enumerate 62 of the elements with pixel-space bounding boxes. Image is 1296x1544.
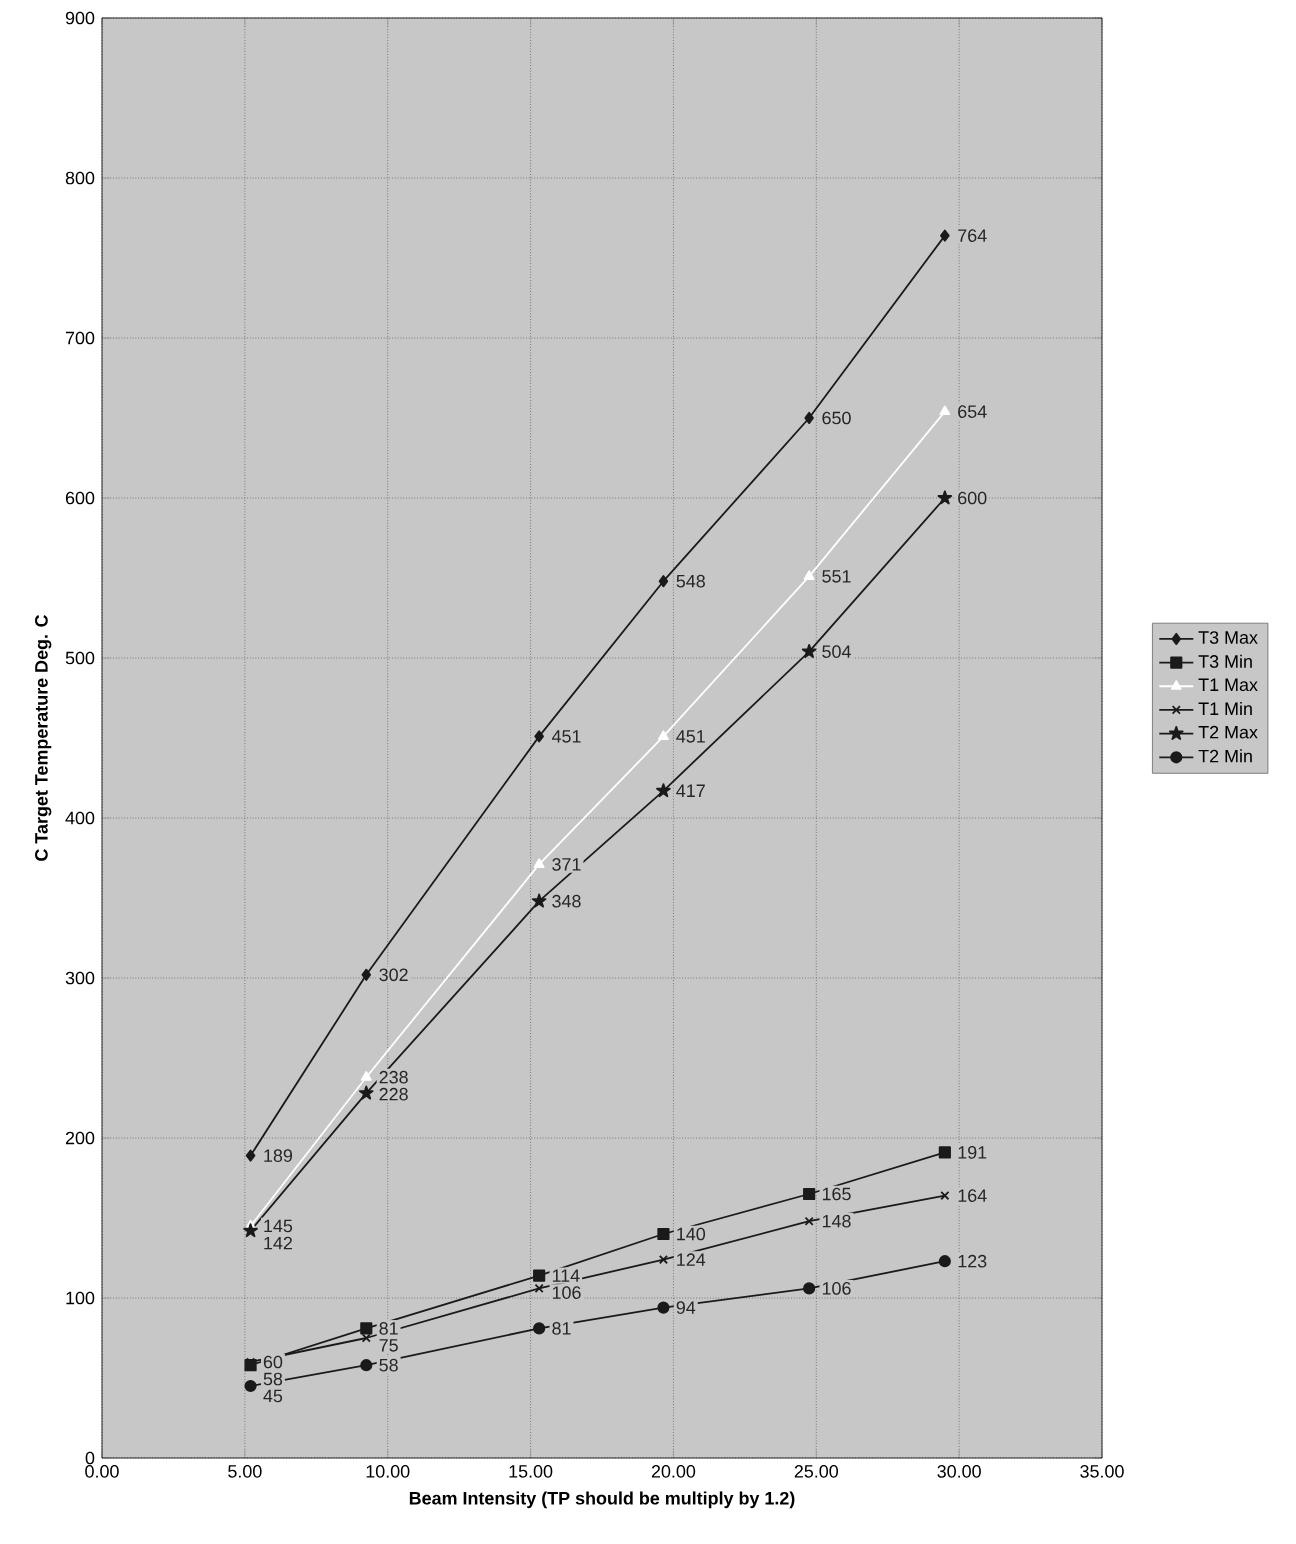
data-label: 600 bbox=[958, 491, 987, 505]
data-label: 45 bbox=[263, 1389, 283, 1403]
y-tick-label: 0 bbox=[85, 1451, 95, 1465]
data-label: 164 bbox=[958, 1189, 987, 1202]
data-label: 191 bbox=[958, 1146, 987, 1159]
data-label: 504 bbox=[822, 645, 851, 658]
data-label: 551 bbox=[822, 570, 851, 583]
x-tick-label: 35.00 bbox=[1080, 1465, 1124, 1478]
data-label: 106 bbox=[552, 1286, 581, 1299]
y-tick-label: 500 bbox=[65, 651, 95, 665]
data-label: 81 bbox=[379, 1322, 398, 1335]
data-label: 140 bbox=[677, 1227, 706, 1241]
data-label: 165 bbox=[822, 1187, 851, 1201]
data-label: 371 bbox=[552, 858, 581, 871]
data-label: 451 bbox=[676, 730, 705, 743]
data-label: 58 bbox=[263, 1372, 283, 1386]
data-label: 302 bbox=[379, 968, 408, 982]
y-tick-label: 300 bbox=[65, 971, 95, 985]
x-tick-label: 30.00 bbox=[937, 1465, 981, 1478]
legend-label: T1 Min bbox=[1198, 701, 1252, 715]
x-tick-label: 20.00 bbox=[651, 1465, 696, 1478]
data-label: 58 bbox=[379, 1358, 398, 1372]
data-label: 60 bbox=[263, 1355, 283, 1369]
x-tick-label: 15.00 bbox=[509, 1465, 553, 1478]
data-label: 189 bbox=[264, 1149, 293, 1162]
data-label: 650 bbox=[822, 411, 851, 425]
y-tick-label: 400 bbox=[65, 811, 95, 825]
data-label: 451 bbox=[551, 730, 581, 743]
x-tick-label: 0.00 bbox=[85, 1465, 119, 1478]
data-label: 654 bbox=[958, 405, 987, 418]
legend-label: T2 Max bbox=[1198, 725, 1258, 739]
data-label: 106 bbox=[822, 1282, 851, 1295]
legend-label: T1 Max bbox=[1198, 678, 1258, 692]
data-label: 548 bbox=[676, 574, 705, 588]
y-axis-title: C Target Temperature Deg. C bbox=[35, 614, 52, 861]
data-label: 81 bbox=[552, 1322, 571, 1335]
x-tick-label: 5.00 bbox=[228, 1465, 262, 1478]
data-label: 123 bbox=[958, 1254, 987, 1268]
legend-label: T2 Min bbox=[1198, 749, 1252, 763]
data-label: 142 bbox=[264, 1236, 292, 1250]
y-tick-label: 200 bbox=[65, 1131, 95, 1145]
y-tick-label: 800 bbox=[65, 171, 95, 185]
y-tick-label: 700 bbox=[65, 331, 95, 345]
data-label: 228 bbox=[379, 1087, 408, 1101]
data-label: 145 bbox=[264, 1219, 293, 1233]
data-label: 238 bbox=[379, 1070, 408, 1084]
data-label: 75 bbox=[379, 1339, 398, 1352]
x-tick-label: 25.00 bbox=[794, 1465, 839, 1478]
y-tick-label: 900 bbox=[65, 11, 95, 25]
y-tick-label: 600 bbox=[65, 491, 95, 505]
x-tick-label: 10.00 bbox=[366, 1465, 410, 1478]
data-label: 764 bbox=[958, 229, 987, 242]
y-tick-label: 100 bbox=[66, 1291, 95, 1305]
data-label: 124 bbox=[677, 1253, 706, 1266]
data-label: 94 bbox=[676, 1301, 696, 1314]
legend-label: T3 Max bbox=[1198, 631, 1258, 644]
x-axis-title: Beam Intensity (TP should be multiply by 1.2) bbox=[409, 1491, 795, 1509]
legend-label: T3 Min bbox=[1198, 654, 1252, 668]
data-label: 148 bbox=[822, 1214, 851, 1228]
data-label: 114 bbox=[552, 1269, 580, 1282]
data-label: 348 bbox=[552, 894, 581, 908]
data-label: 417 bbox=[676, 784, 705, 797]
